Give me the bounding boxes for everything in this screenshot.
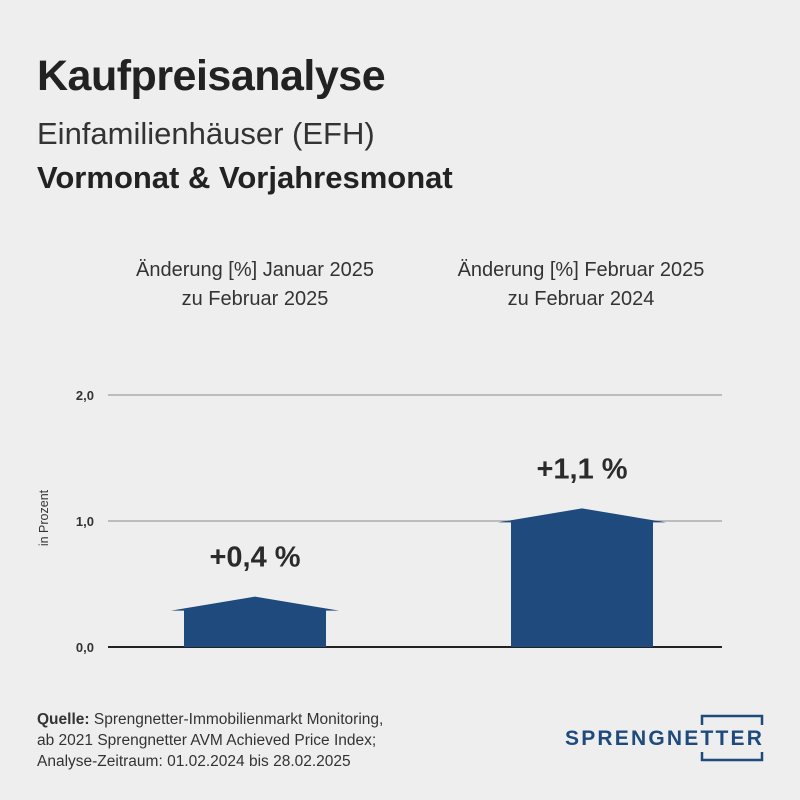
y-axis-label: in Prozent [37,489,51,546]
bar [171,596,339,647]
panel-label-left-line2: zu Februar 2025 [181,288,329,310]
panel-label-left: Änderung [%] Januar 2025 zu Februar 2025 [90,256,420,314]
bar [498,508,666,647]
source-line2: ab 2021 Sprengnetter AVM Achieved Price … [37,732,377,749]
chart-subtitle-secondary: Vormonat & Vorjahresmonat [37,160,453,195]
bar-chart: 0,0 1,0 2,0 in Prozent +0,4 % +1,1 % [37,388,722,655]
panel-label-right: Änderung [%] Februar 2025 zu Februar 202… [416,256,746,314]
chart-subtitle: Einfamilienhäuser (EFH) [37,116,375,151]
panel-label-right-line2: zu Februar 2024 [507,288,655,310]
logo-text: SPRENGNETTER [565,727,765,750]
source-line1: Sprengnetter-Immobilienmarkt Monitoring, [93,711,384,728]
data-label: +0,4 % [209,542,300,574]
sprengnetter-logo: SPRENGNETTER [562,713,768,763]
logo-bracket-icon [700,714,764,762]
y-tick-label: 2,0 [76,388,94,403]
source-line3: Analyse-Zeitraum: 01.02.2024 bis 28.02.2… [37,753,351,770]
panel-label-right-line1: Änderung [%] Februar 2025 [457,259,705,281]
panel-label-left-line1: Änderung [%] Januar 2025 [136,259,374,281]
data-label: +1,1 % [536,453,627,485]
source-label: Quelle: [37,711,90,728]
chart-title: Kaufpreisanalyse [37,52,386,100]
y-tick-label: 1,0 [76,514,94,529]
source-note: Quelle: Sprengnetter-Immobilienmarkt Mon… [37,709,383,772]
y-tick-label: 0,0 [76,640,94,655]
